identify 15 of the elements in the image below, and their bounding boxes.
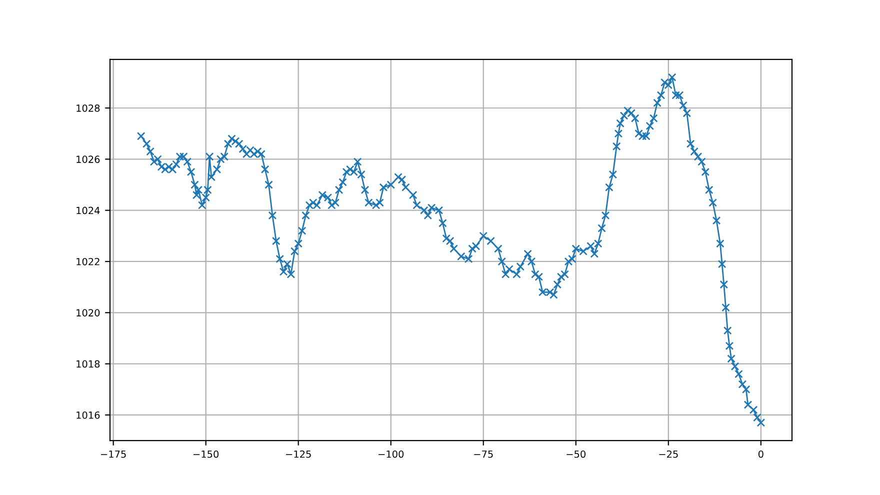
x-tick-label: 0 (758, 450, 764, 458)
y-tick-label: 1022 (76, 258, 100, 266)
y-tick-label: 1018 (76, 360, 100, 368)
x-tick-label: −100 (378, 450, 404, 458)
y-tick-label: 1028 (76, 104, 100, 112)
y-tick-label: 1024 (76, 206, 100, 214)
x-tick-label: −125 (286, 450, 311, 458)
x-tick-label: −175 (101, 450, 126, 458)
x-tick-label: −50 (566, 450, 586, 458)
x-tick-label: −150 (194, 450, 219, 458)
x-tick-label: −75 (474, 450, 493, 458)
y-tick-label: 1016 (76, 411, 100, 419)
y-tick-label: 1026 (76, 156, 100, 163)
y-tick-label: 1020 (76, 309, 100, 316)
x-tick-label: −25 (659, 450, 678, 458)
